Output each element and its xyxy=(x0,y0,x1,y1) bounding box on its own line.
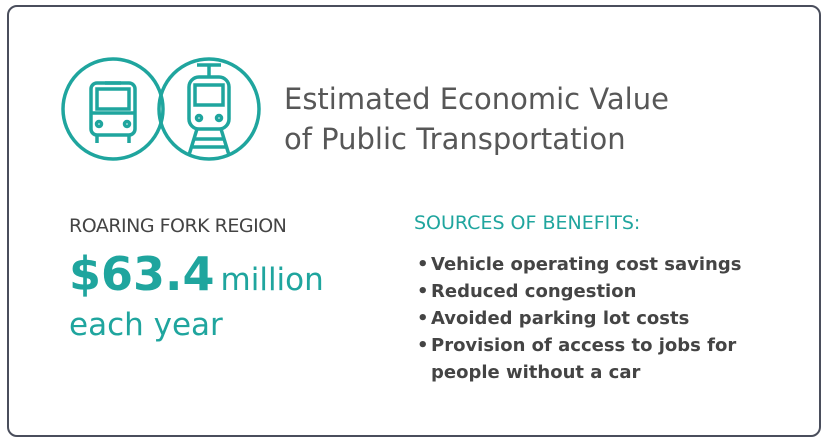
sources-heading: SOURCES OF BENEFITS: xyxy=(414,212,641,234)
card: Estimated Economic Value of Public Trans… xyxy=(7,5,821,437)
sources-list: Vehicle operating cost savingsReduced co… xyxy=(417,251,797,386)
amount-line: $63.4 million xyxy=(69,247,324,301)
period: each year xyxy=(69,307,223,343)
amount-unit: million xyxy=(220,262,324,298)
transit-icons xyxy=(61,57,261,161)
region: ROARING FORK REGION xyxy=(69,215,287,237)
source-item: Provision of access to jobs for people w… xyxy=(417,332,797,386)
source-item: Reduced congestion xyxy=(417,278,797,305)
title-line: of Public Transportation xyxy=(284,122,626,156)
amount: $63.4 xyxy=(69,247,215,301)
source-item: Vehicle operating cost savings xyxy=(417,251,797,278)
title: Estimated Economic Value of Public Trans… xyxy=(284,79,669,159)
source-item: Avoided parking lot costs xyxy=(417,305,797,332)
title-line: Estimated Economic Value xyxy=(284,82,669,116)
